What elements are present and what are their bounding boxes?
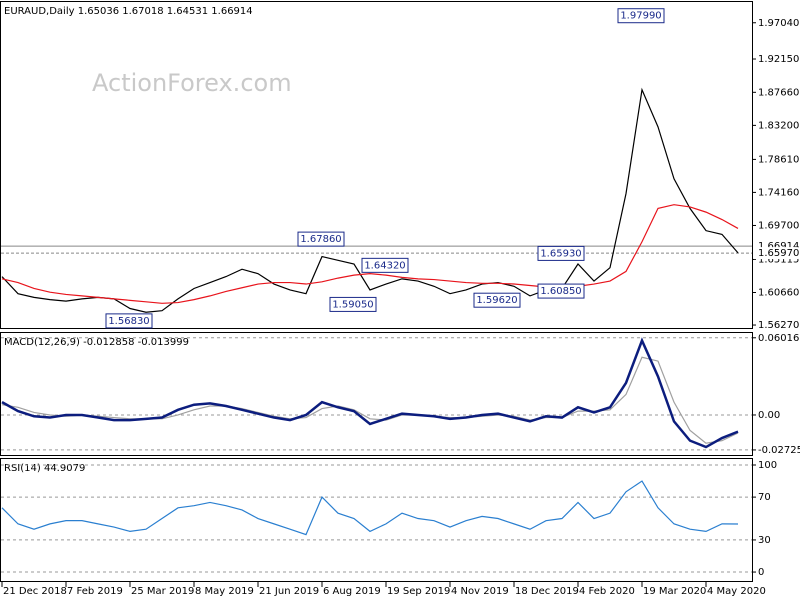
y-tick-label: 100 bbox=[758, 460, 777, 471]
y-tick-label: 1.60660 bbox=[758, 287, 799, 298]
x-tick-label: 21 Jun 2019 bbox=[259, 586, 319, 597]
x-tick-label: 19 Mar 2020 bbox=[643, 586, 706, 597]
y-tick-label: 30 bbox=[758, 535, 771, 546]
annotation-label: 1.67860 bbox=[300, 234, 341, 245]
y-tick-label: 1.65115 bbox=[758, 254, 799, 265]
panel-title: RSI(14) 44.9079 bbox=[4, 463, 85, 474]
y-tick-label: 70 bbox=[758, 492, 771, 503]
annotation-label: 1.59050 bbox=[332, 299, 373, 310]
y-tick-label: 1.92150 bbox=[758, 54, 799, 65]
annotation-box bbox=[105, 313, 153, 329]
price-line-label: 1.66914 bbox=[758, 241, 799, 252]
annotation-box bbox=[537, 245, 585, 261]
annotation-box bbox=[617, 8, 665, 24]
x-tick-label: 7 Feb 2019 bbox=[67, 586, 123, 597]
x-tick-label: 4 May 2020 bbox=[707, 586, 766, 597]
x-tick-label: 18 Dec 2019 bbox=[515, 586, 579, 597]
y-tick-label: -0.02725 bbox=[758, 445, 800, 456]
y-tick-label: 0.00 bbox=[758, 410, 780, 421]
series-line bbox=[1, 87, 739, 313]
y-tick-label: 1.74160 bbox=[758, 187, 799, 198]
annotation-label: 1.59620 bbox=[476, 295, 517, 306]
annotation-box bbox=[329, 296, 377, 312]
price-line-label: 1.65970 bbox=[758, 248, 799, 259]
rsi-frame bbox=[0, 458, 753, 582]
y-tick-label: 1.83200 bbox=[758, 120, 799, 131]
y-tick-label: 0 bbox=[758, 567, 764, 578]
x-tick-label: 8 May 2019 bbox=[195, 586, 254, 597]
price-label-box bbox=[754, 247, 798, 260]
x-tick-label: 4 Feb 2020 bbox=[579, 586, 635, 597]
panel-title: EURAUD,Daily 1.65036 1.67018 1.64531 1.6… bbox=[4, 6, 253, 17]
annotation-label: 1.65930 bbox=[540, 248, 581, 259]
y-tick-label: 0.060165 bbox=[758, 333, 800, 344]
x-tick-label: 4 Nov 2019 bbox=[451, 586, 509, 597]
annotation-box bbox=[297, 231, 345, 247]
x-tick-label: 21 Dec 2018 bbox=[3, 586, 67, 597]
x-tick-label: 25 Mar 2019 bbox=[131, 586, 194, 597]
price-frame bbox=[0, 1, 753, 329]
series-line bbox=[1, 356, 739, 444]
annotation-box bbox=[361, 257, 409, 273]
annotation-label: 1.64320 bbox=[364, 260, 405, 271]
annotation-label: 1.97990 bbox=[620, 11, 661, 22]
series-line bbox=[1, 480, 739, 536]
panel-title: MACD(12,26,9) -0.012858 -0.013999 bbox=[4, 337, 189, 348]
y-tick-label: 1.78610 bbox=[758, 154, 799, 165]
series-line bbox=[1, 204, 739, 304]
macd-frame bbox=[0, 332, 753, 456]
x-tick-label: 19 Sep 2019 bbox=[387, 586, 450, 597]
annotation-label: 1.56830 bbox=[108, 316, 149, 327]
x-tick-label: 6 Aug 2019 bbox=[323, 586, 381, 597]
annotation-label: 1.60850 bbox=[540, 286, 581, 297]
y-tick-label: 1.69700 bbox=[758, 220, 799, 231]
y-tick-label: 1.97040 bbox=[758, 18, 799, 29]
series-line bbox=[1, 337, 739, 449]
watermark: ActionForex.com bbox=[92, 69, 292, 97]
annotation-box bbox=[473, 292, 521, 308]
y-tick-label: 1.87660 bbox=[758, 87, 799, 98]
y-tick-label: 1.56270 bbox=[758, 320, 799, 331]
annotation-box bbox=[537, 283, 585, 299]
